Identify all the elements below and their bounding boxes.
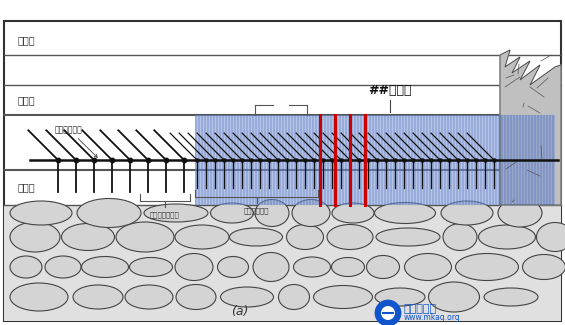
Text: 煤矿安全网: 煤矿安全网 <box>404 304 437 314</box>
Ellipse shape <box>255 200 289 227</box>
Ellipse shape <box>443 224 477 251</box>
Ellipse shape <box>116 222 174 252</box>
Ellipse shape <box>375 288 425 306</box>
Text: 深帮小孔卸压: 深帮小孔卸压 <box>55 125 97 157</box>
Ellipse shape <box>441 201 493 225</box>
Text: www.mkaq.org: www.mkaq.org <box>404 314 460 322</box>
Ellipse shape <box>129 257 172 277</box>
Ellipse shape <box>523 254 565 280</box>
Ellipse shape <box>176 284 216 309</box>
Circle shape <box>381 306 395 320</box>
Ellipse shape <box>327 225 373 250</box>
Ellipse shape <box>144 204 208 222</box>
Ellipse shape <box>218 256 249 278</box>
Ellipse shape <box>73 285 123 309</box>
Ellipse shape <box>175 225 229 249</box>
Polygon shape <box>500 50 561 205</box>
Text: 阶段性强卸压: 阶段性强卸压 <box>244 207 270 214</box>
Ellipse shape <box>10 256 42 278</box>
Ellipse shape <box>479 225 536 249</box>
Circle shape <box>376 301 400 325</box>
Ellipse shape <box>10 222 60 252</box>
Ellipse shape <box>279 284 310 309</box>
Ellipse shape <box>211 203 254 223</box>
Ellipse shape <box>537 223 565 252</box>
Ellipse shape <box>484 288 538 306</box>
Ellipse shape <box>292 200 330 227</box>
Text: ##工作面: ##工作面 <box>368 84 412 97</box>
Ellipse shape <box>428 282 480 312</box>
Text: 超前大直径钻孔: 超前大直径钻孔 <box>150 211 180 218</box>
Ellipse shape <box>253 253 289 281</box>
Ellipse shape <box>286 225 324 250</box>
Ellipse shape <box>293 257 331 277</box>
Ellipse shape <box>332 257 364 277</box>
Ellipse shape <box>332 203 374 223</box>
Ellipse shape <box>229 228 282 246</box>
Ellipse shape <box>376 228 440 246</box>
Ellipse shape <box>125 285 173 309</box>
Ellipse shape <box>77 199 141 227</box>
Ellipse shape <box>367 255 399 279</box>
Ellipse shape <box>10 201 72 225</box>
Ellipse shape <box>45 256 81 278</box>
Ellipse shape <box>62 224 115 251</box>
Ellipse shape <box>314 285 372 308</box>
Ellipse shape <box>375 202 436 224</box>
Ellipse shape <box>10 283 68 311</box>
Text: 算运巷: 算运巷 <box>18 35 36 45</box>
Text: 回风巷: 回风巷 <box>18 182 36 192</box>
Ellipse shape <box>405 254 451 280</box>
Text: (a): (a) <box>231 305 249 318</box>
Ellipse shape <box>498 199 542 227</box>
Ellipse shape <box>81 256 128 278</box>
Ellipse shape <box>220 287 273 307</box>
Ellipse shape <box>455 254 519 280</box>
Bar <box>195 115 555 205</box>
Text: 运输巷: 运输巷 <box>18 95 36 105</box>
Bar <box>4 205 561 321</box>
Ellipse shape <box>175 254 213 280</box>
